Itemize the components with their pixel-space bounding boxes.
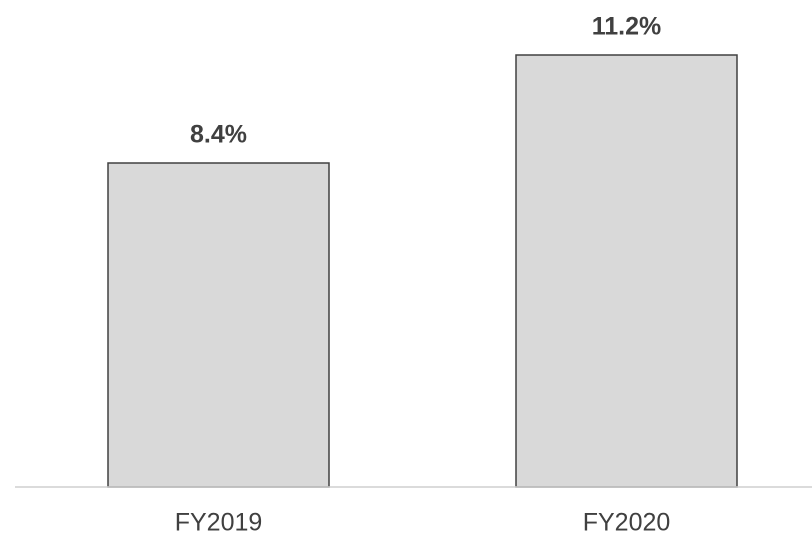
- x-tick-label: FY2020: [583, 509, 671, 537]
- bar: [515, 54, 738, 488]
- bar: [107, 162, 330, 488]
- x-tick-label: FY2019: [175, 509, 263, 537]
- data-label: 11.2%: [592, 13, 662, 41]
- data-label: 8.4%: [190, 121, 247, 149]
